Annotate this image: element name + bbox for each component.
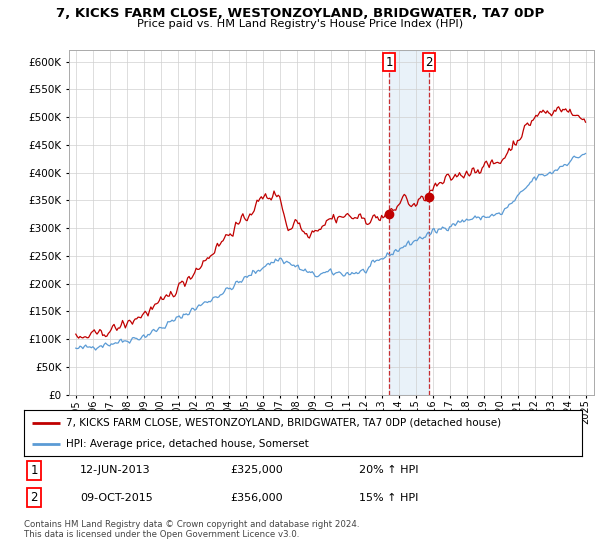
Text: 1: 1 (30, 464, 38, 477)
Text: 2: 2 (425, 55, 433, 68)
Text: £325,000: £325,000 (230, 465, 283, 475)
Text: 7, KICKS FARM CLOSE, WESTONZOYLAND, BRIDGWATER, TA7 0DP: 7, KICKS FARM CLOSE, WESTONZOYLAND, BRID… (56, 7, 544, 20)
Text: 7, KICKS FARM CLOSE, WESTONZOYLAND, BRIDGWATER, TA7 0DP (detached house): 7, KICKS FARM CLOSE, WESTONZOYLAND, BRID… (66, 418, 501, 428)
Text: 15% ↑ HPI: 15% ↑ HPI (359, 493, 418, 502)
Text: HPI: Average price, detached house, Somerset: HPI: Average price, detached house, Some… (66, 439, 308, 449)
Text: 09-OCT-2015: 09-OCT-2015 (80, 493, 152, 502)
Text: 2: 2 (30, 491, 38, 504)
Text: Contains HM Land Registry data © Crown copyright and database right 2024.
This d: Contains HM Land Registry data © Crown c… (24, 520, 359, 539)
Text: 1: 1 (385, 55, 393, 68)
Text: 12-JUN-2013: 12-JUN-2013 (80, 465, 151, 475)
Bar (389, 50, 428, 395)
Text: £356,000: £356,000 (230, 493, 283, 502)
Text: Price paid vs. HM Land Registry's House Price Index (HPI): Price paid vs. HM Land Registry's House … (137, 19, 463, 29)
Text: 20% ↑ HPI: 20% ↑ HPI (359, 465, 418, 475)
